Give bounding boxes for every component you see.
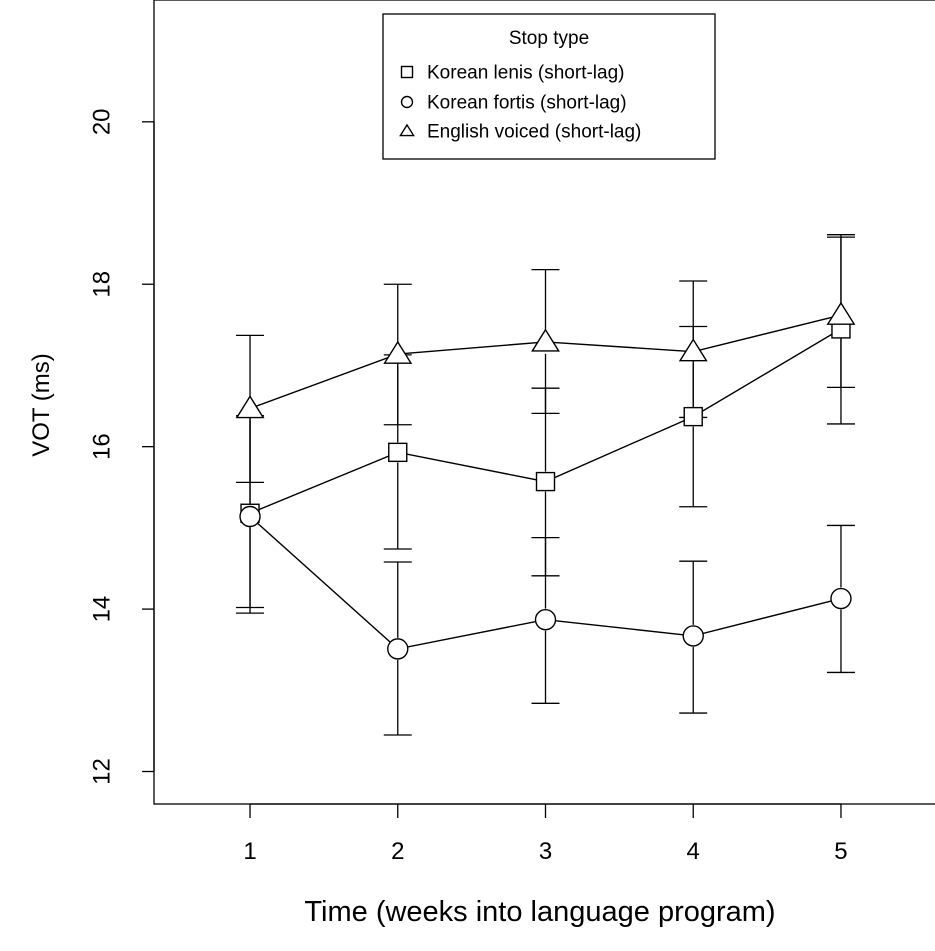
data-point-circle: [682, 625, 704, 647]
data-point-square: [535, 471, 556, 492]
y-tick-label: 14: [89, 596, 116, 623]
legend-title: Stop type: [509, 28, 589, 49]
y-tick-label: 18: [89, 271, 116, 298]
y-axis: 12 14 16 18 20: [89, 108, 155, 785]
legend: Stop type Korean lenis (short-lag) Korean…: [382, 13, 716, 160]
x-axis: 1 2 3 4 5: [243, 803, 848, 865]
x-tick-label: 5: [834, 838, 847, 865]
data-point-square: [388, 442, 408, 463]
data-point-triangle: [235, 395, 265, 419]
data-point-square: [683, 406, 703, 427]
y-tick-label: 20: [89, 108, 116, 135]
legend-entry-label: English voiced (short-lag): [427, 122, 641, 143]
legend-box: [382, 13, 716, 160]
data-point-circle: [239, 505, 261, 528]
y-axis-label: VOT (ms): [28, 353, 55, 457]
legend-marker-square: [400, 65, 414, 79]
x-axis-label: Time (weeks into language program): [304, 896, 775, 928]
legend-marker-triangle: [399, 123, 415, 137]
series-markers: [235, 301, 856, 660]
x-tick-label: 1: [243, 838, 256, 865]
data-point-triangle: [678, 338, 708, 362]
legend-entry-label: Korean fortis (short-lag): [427, 93, 627, 114]
legend-entry-label: Korean lenis (short-lag): [427, 63, 624, 84]
x-tick-label: 3: [539, 838, 552, 865]
x-tick-label: 4: [687, 838, 700, 865]
legend-marker-circle: [400, 95, 414, 109]
x-tick-label: 2: [391, 838, 404, 865]
data-point-circle: [534, 608, 557, 631]
data-point-triangle: [826, 301, 856, 325]
data-point-circle: [830, 587, 852, 610]
data-point-triangle: [383, 340, 413, 364]
data-point-triangle: [531, 328, 560, 352]
data-point-circle: [387, 638, 409, 660]
y-tick-label: 16: [89, 433, 116, 460]
y-tick-label: 12: [89, 758, 116, 785]
